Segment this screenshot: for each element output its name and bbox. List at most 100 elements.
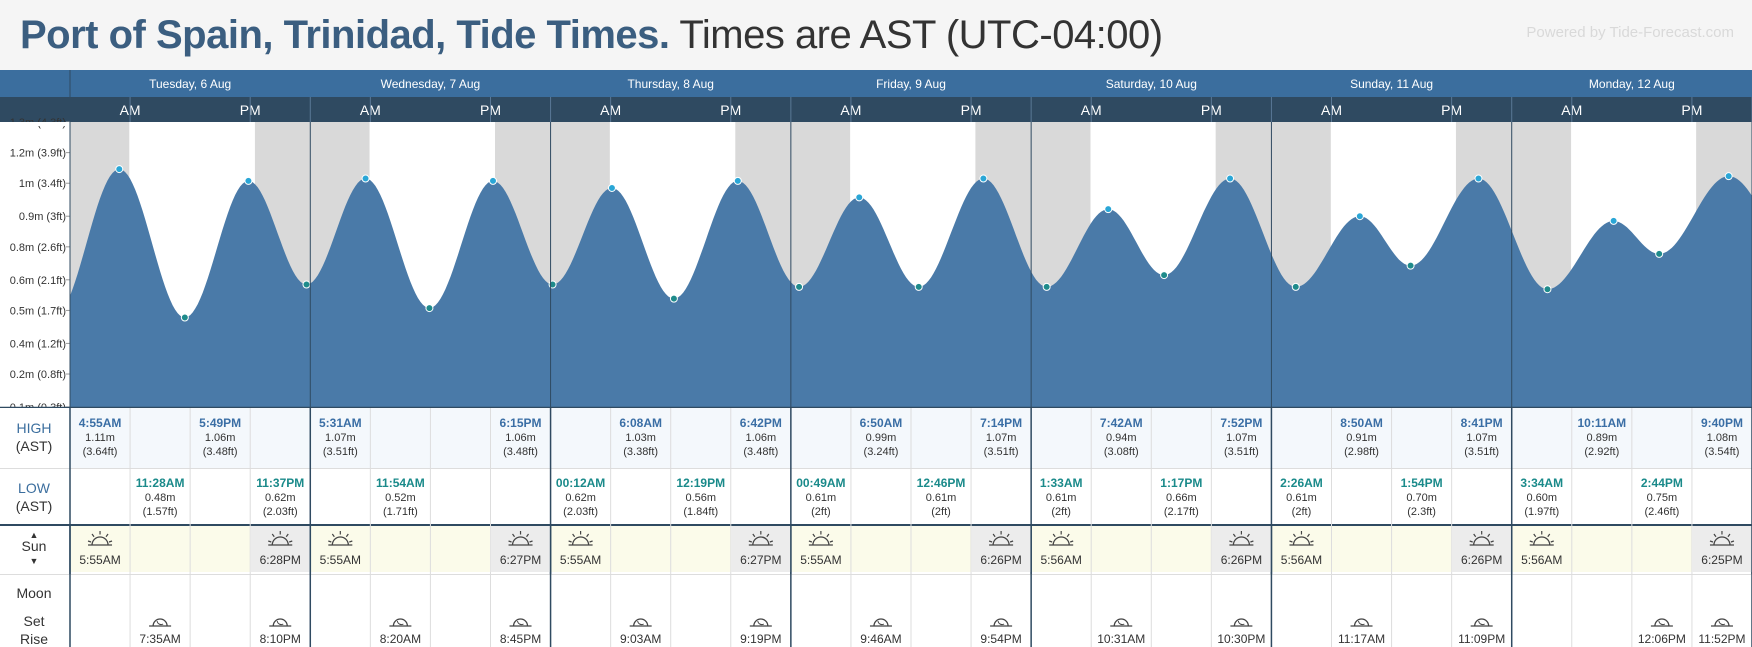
sun-up-arrow: ▲: [30, 530, 39, 540]
sun-ray: [1529, 540, 1533, 543]
day-label[interactable]: Wednesday, 7 Aug: [381, 77, 481, 91]
moon-crescent: [396, 620, 404, 626]
low-tide-marker[interactable]: [1406, 261, 1415, 270]
sunrise-time: 5:55AM: [79, 553, 120, 567]
sun-ray: [1310, 540, 1314, 543]
day-label[interactable]: Saturday, 10 Aug: [1106, 77, 1197, 91]
low-tide-marker[interactable]: [1042, 282, 1051, 291]
sun-ray: [105, 533, 109, 538]
high-tide-feet: (3.48ft): [503, 446, 538, 458]
high-tide-marker[interactable]: [1355, 212, 1364, 221]
sunrise-time: 5:56AM: [1521, 553, 1562, 567]
sun-ray: [826, 533, 830, 538]
low-tide-marker[interactable]: [180, 313, 189, 322]
powered-by-link[interactable]: Powered by Tide-Forecast.com: [1526, 24, 1734, 41]
moon-time: 11:09PM: [1458, 632, 1505, 646]
high-tide-marker[interactable]: [1724, 172, 1733, 181]
high-tide-time: 8:41PM: [1461, 416, 1503, 430]
sun-ray: [808, 540, 813, 543]
high-tide-marker[interactable]: [1474, 174, 1483, 183]
low-tide-height: 0.75m: [1647, 492, 1678, 504]
sun-ray: [512, 533, 516, 538]
day-label[interactable]: Thursday, 8 Aug: [627, 77, 714, 91]
moonset-icon: [749, 618, 772, 627]
high-tide-height: 1.11m: [85, 432, 115, 444]
high-tide-marker[interactable]: [1609, 216, 1618, 225]
sunset-icon: [1229, 531, 1254, 546]
high-tide-marker[interactable]: [733, 176, 742, 185]
sun-ray: [87, 540, 92, 543]
day-label[interactable]: Tuesday, 6 Aug: [149, 77, 231, 91]
moon-time: 10:30PM: [1217, 632, 1265, 646]
high-tide-marker[interactable]: [115, 165, 124, 174]
high-tide-marker[interactable]: [1226, 174, 1235, 183]
day-label[interactable]: Monday, 12 Aug: [1589, 77, 1675, 91]
high-tide-height: 1.03m: [625, 432, 656, 444]
sun-ray: [1246, 533, 1250, 538]
page-title-timezone: Times are AST (UTC-04:00): [669, 13, 1163, 57]
low-tide-feet: (2ft): [1292, 506, 1312, 518]
sun-ray: [766, 533, 770, 538]
sun-ray: [829, 540, 834, 543]
sunrise-time: 5:55AM: [320, 553, 361, 567]
low-tide-marker[interactable]: [669, 294, 678, 303]
moon-arc: [1714, 618, 1730, 627]
sun-ray: [349, 540, 353, 543]
sunrise-icon: [1048, 531, 1074, 546]
low-tide-marker[interactable]: [914, 282, 923, 291]
low-tide-height: 0.60m: [1526, 492, 1557, 504]
moon-rise-label: Rise: [20, 631, 48, 647]
high-tide-marker[interactable]: [979, 174, 988, 183]
high-tide-time: 7:14PM: [980, 416, 1022, 430]
high-tide-height: 1.07m: [986, 432, 1017, 444]
moonset-icon: [990, 618, 1013, 627]
low-tide-marker[interactable]: [1543, 285, 1552, 294]
sun-ray: [285, 533, 289, 538]
high-tide-marker[interactable]: [1104, 205, 1113, 214]
sun-ray: [331, 533, 335, 538]
sunset-icon: [508, 531, 533, 546]
sun-ray: [526, 533, 530, 538]
moon-arc: [1474, 618, 1490, 627]
y-axis-top-cover: [0, 122, 70, 126]
day-label[interactable]: Friday, 9 Aug: [876, 77, 946, 91]
moon-time: 8:45PM: [500, 632, 541, 646]
moonset-icon: [1230, 618, 1253, 627]
low-tide-height: 0.52m: [385, 492, 416, 504]
sun-ray: [108, 540, 113, 543]
moon-time: 8:10PM: [260, 632, 301, 646]
sun-arc: [331, 536, 349, 546]
sun-ray: [1292, 533, 1296, 538]
high-tide-height: 1.07m: [325, 432, 356, 444]
low-tide-marker[interactable]: [1291, 282, 1300, 291]
high-tide-marker[interactable]: [489, 176, 498, 185]
low-tide-marker[interactable]: [302, 280, 311, 289]
high-tide-marker[interactable]: [607, 183, 616, 192]
moon-arc: [633, 618, 649, 627]
y-tick-label: 1m (3.4ft): [19, 178, 66, 190]
moon-arc: [1113, 618, 1129, 627]
low-tide-marker[interactable]: [1655, 249, 1664, 258]
high-tide-marker[interactable]: [855, 193, 864, 202]
day-label[interactable]: Sunday, 11 Aug: [1350, 77, 1433, 91]
moonset-icon: [1650, 618, 1673, 627]
high-tide-marker[interactable]: [361, 174, 370, 183]
low-tide-height: 0.62m: [265, 492, 296, 504]
low-tide-height: 0.61m: [1286, 492, 1317, 504]
low-tide-marker[interactable]: [795, 282, 804, 291]
high-tide-feet: (3.54ft): [1705, 446, 1740, 458]
day-header-band: [0, 70, 1752, 97]
high-tide-marker[interactable]: [244, 176, 253, 185]
sun-ray: [508, 540, 512, 543]
moon-arc: [1353, 618, 1370, 627]
moon-crescent: [1117, 620, 1125, 626]
high-tide-time: 5:31AM: [319, 416, 362, 430]
low-tide-feet: (2ft): [1051, 506, 1071, 518]
low-tide-marker[interactable]: [425, 304, 434, 313]
moon-arc: [392, 618, 409, 627]
sun-ray: [1490, 540, 1494, 543]
sun-ray: [328, 540, 332, 543]
y-tick-label: 0.4m (1.2ft): [10, 338, 66, 350]
sunrise-icon: [328, 531, 353, 546]
low-tide-marker[interactable]: [1160, 271, 1169, 280]
